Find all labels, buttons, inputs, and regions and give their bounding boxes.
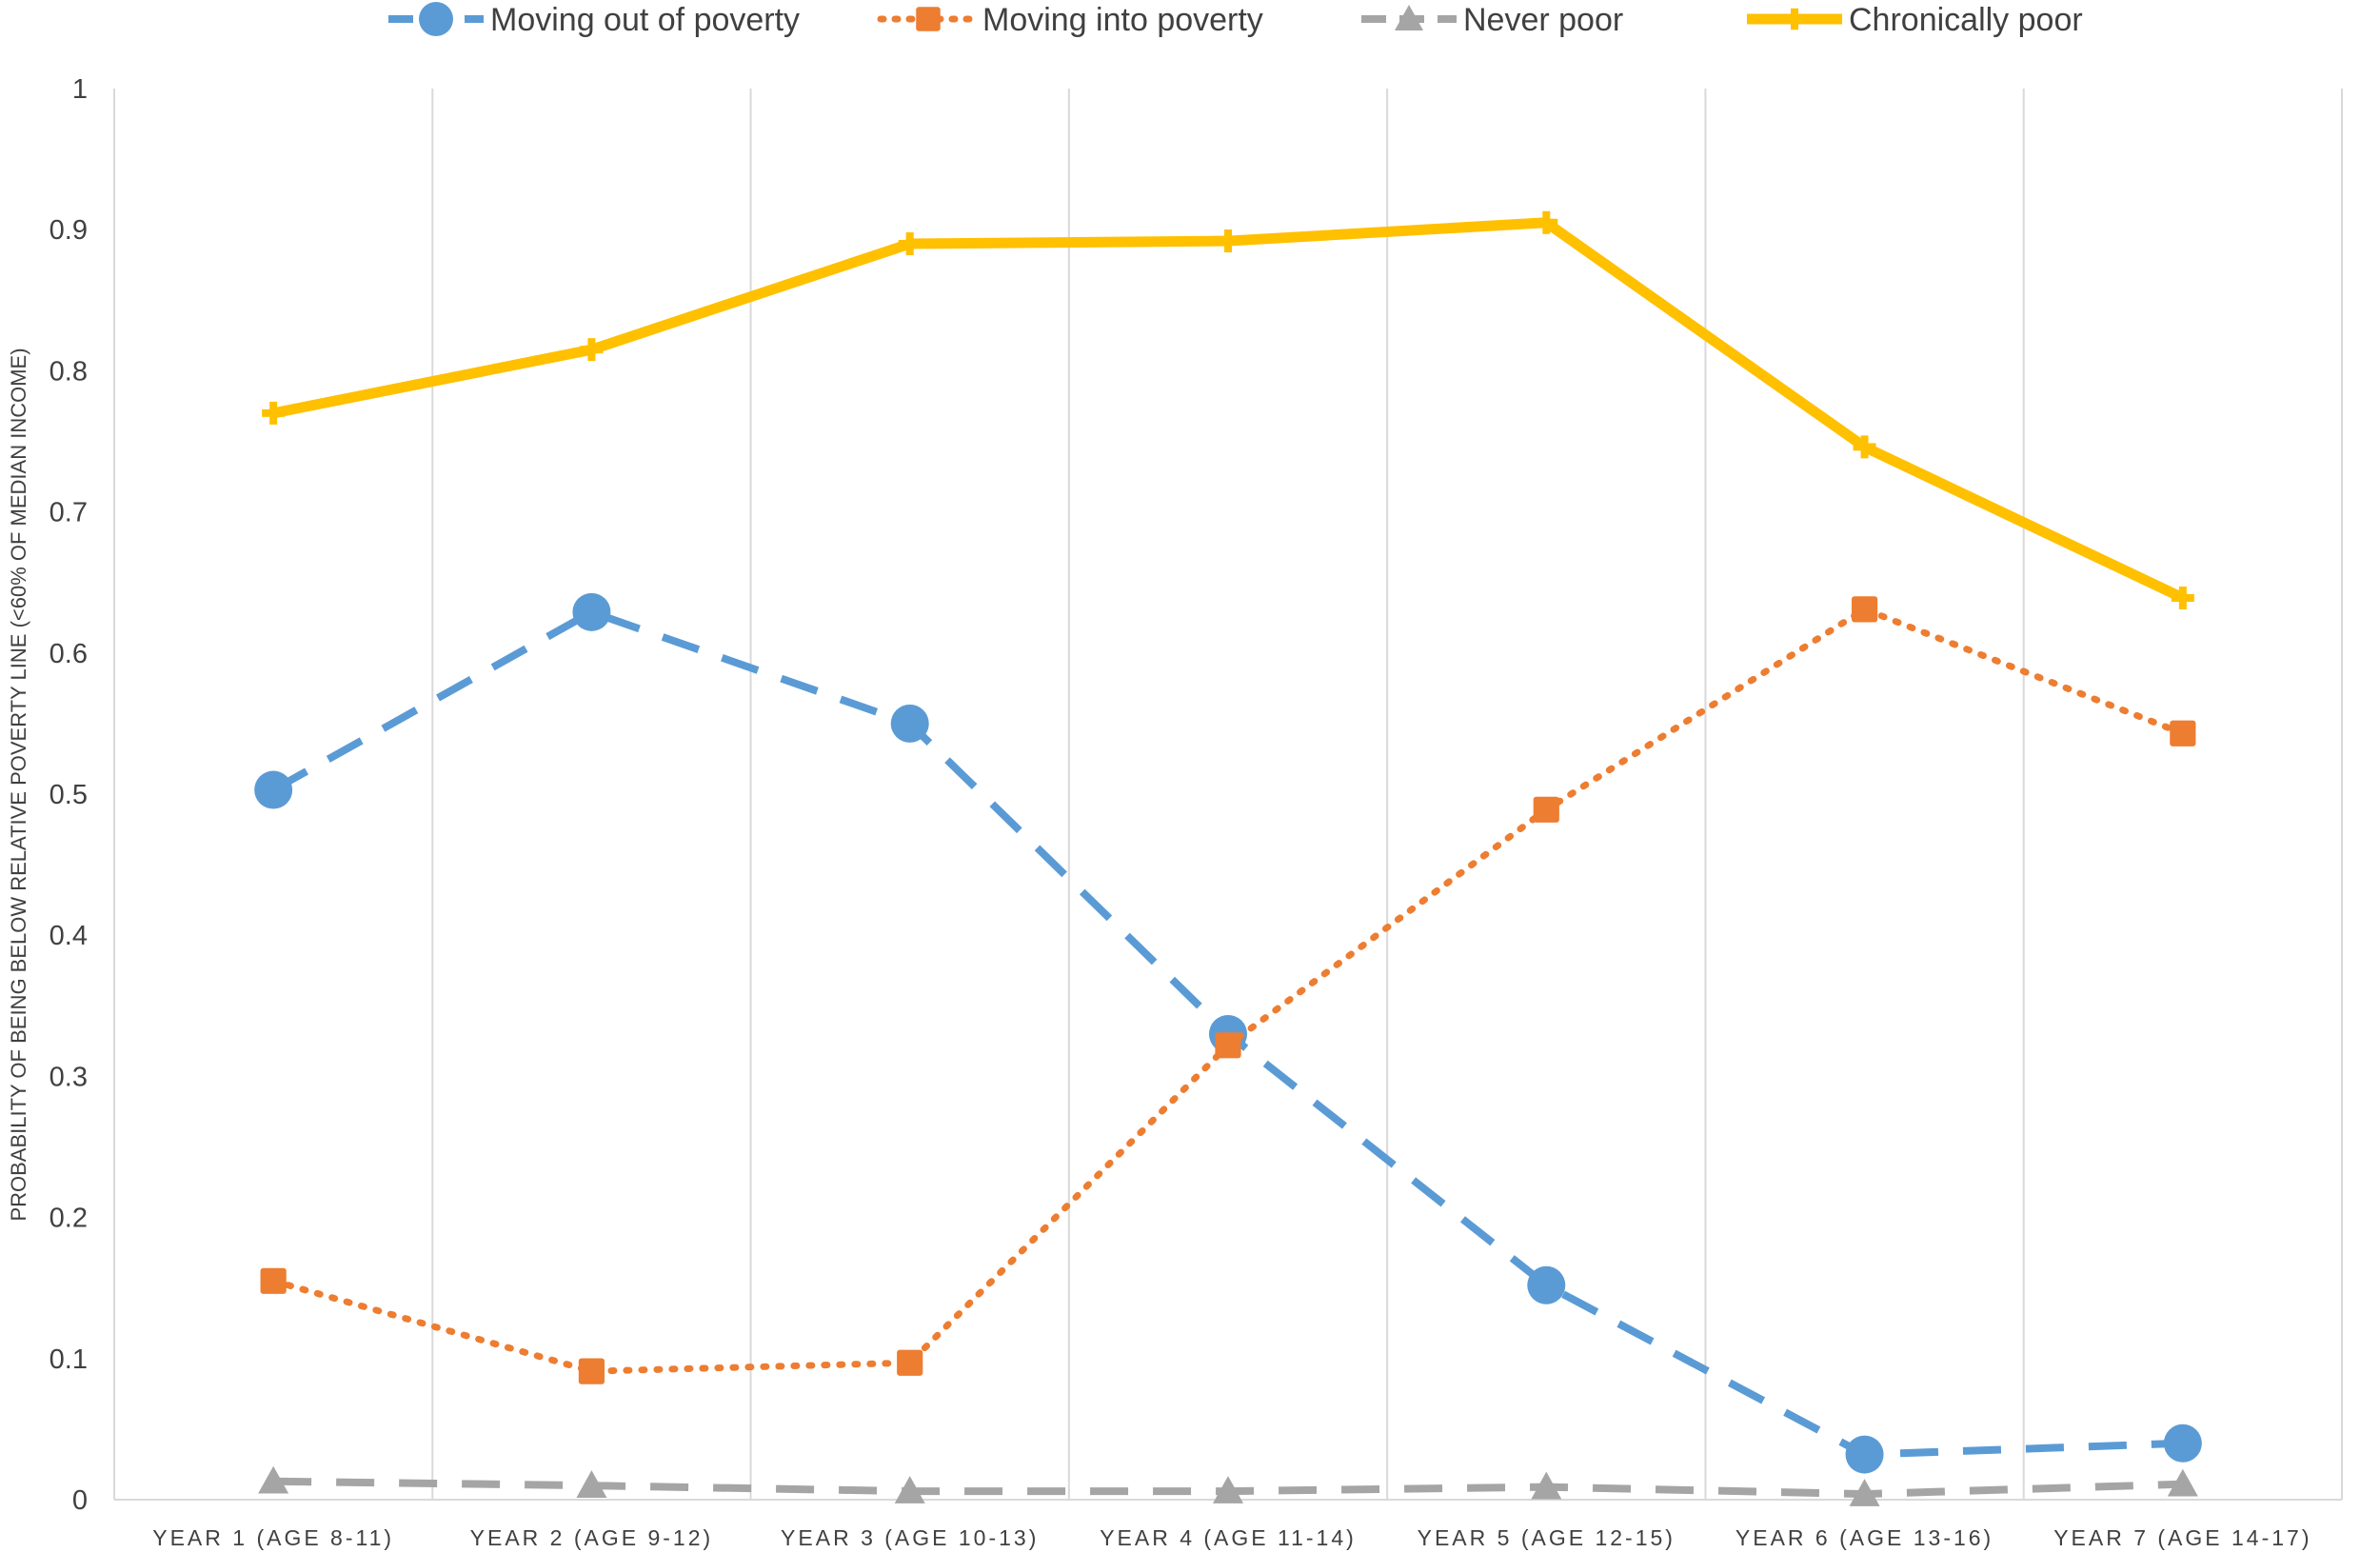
data-point-chronically-poor xyxy=(1853,435,1876,459)
legend-item-moving-out-of-poverty: Moving out of poverty xyxy=(388,2,800,38)
data-point-moving-into-poverty xyxy=(897,1349,923,1376)
x-tick-label: YEAR 4 (AGE 11-14) xyxy=(1100,1525,1357,1550)
legend-label: Moving into poverty xyxy=(982,2,1263,38)
legend-item-never-poor: Never poor xyxy=(1361,2,1623,38)
x-tick-label: YEAR 2 (AGE 9-12) xyxy=(470,1525,714,1550)
data-point-chronically-poor xyxy=(2171,587,2194,610)
y-tick-label: 0.6 xyxy=(50,639,88,669)
data-point-never-poor xyxy=(1531,1471,1562,1500)
legend-marker xyxy=(1783,8,1806,30)
data-point-never-poor xyxy=(576,1470,607,1498)
data-point-moving-out-of-poverty xyxy=(890,704,929,743)
x-tick-label: YEAR 6 (AGE 13-16) xyxy=(1735,1525,1993,1550)
y-tick-label: 0.2 xyxy=(50,1204,88,1234)
legend-item-moving-into-poverty: Moving into poverty xyxy=(877,2,1263,38)
x-axis-ticks: YEAR 1 (AGE 8-11) YEAR 2 (AGE 9-12) YEAR 3… xyxy=(152,1525,2311,1550)
data-point-moving-out-of-poverty xyxy=(2163,1424,2202,1463)
data-point-moving-out-of-poverty xyxy=(254,770,293,809)
data-point-moving-out-of-poverty xyxy=(1845,1435,1884,1474)
legend-label: Never poor xyxy=(1463,2,1623,38)
y-axis-ticks: 0 0.1 0.2 0.3 0.4 0.5 0.6 0.7 0.8 0.9 1 xyxy=(50,74,88,1516)
legend-marker xyxy=(1395,5,1423,30)
legend: Moving out of poverty Moving into poverty… xyxy=(388,2,2083,38)
data-point-moving-into-poverty xyxy=(578,1358,605,1384)
data-point-chronically-poor xyxy=(1535,210,1558,234)
data-point-chronically-poor xyxy=(580,338,604,362)
x-tick-label: YEAR 5 (AGE 12-15) xyxy=(1418,1525,1676,1550)
data-point-moving-into-poverty xyxy=(260,1267,287,1294)
y-tick-label: 0.8 xyxy=(50,356,88,387)
series-line-moving-into-poverty xyxy=(269,606,2187,1375)
series-moving-into-poverty xyxy=(260,596,2196,1384)
series-line-chronically-poor xyxy=(272,217,2186,603)
data-point-moving-out-of-poverty xyxy=(572,592,611,631)
data-point-moving-into-poverty xyxy=(2170,720,2196,747)
y-tick-label: 0.3 xyxy=(50,1062,88,1092)
x-tick-label: YEAR 7 (AGE 14-17) xyxy=(2053,1525,2311,1550)
y-tick-label: 1 xyxy=(72,74,88,105)
y-axis-title: PROBABILITY OF BEING BELOW RELATIVE POVE… xyxy=(7,348,30,1221)
data-point-never-poor xyxy=(2167,1468,2198,1497)
data-point-chronically-poor xyxy=(1217,229,1240,253)
data-point-chronically-poor xyxy=(262,401,286,425)
data-point-moving-out-of-poverty xyxy=(1527,1265,1566,1304)
y-tick-label: 0.1 xyxy=(50,1344,88,1375)
data-point-never-poor xyxy=(894,1476,925,1503)
y-tick-label: 0.7 xyxy=(50,498,88,528)
y-tick-label: 0 xyxy=(72,1485,88,1516)
data-point-never-poor xyxy=(258,1465,289,1494)
series-chronically-poor xyxy=(262,210,2194,610)
legend-label: Moving out of poverty xyxy=(490,2,800,38)
data-point-moving-into-poverty xyxy=(1215,1032,1241,1059)
x-tick-label: YEAR 3 (AGE 10-13) xyxy=(781,1525,1039,1550)
y-tick-label: 0.5 xyxy=(50,780,88,810)
data-point-never-poor xyxy=(1849,1479,1880,1506)
y-tick-label: 0.4 xyxy=(50,921,88,951)
data-point-never-poor xyxy=(1213,1476,1243,1503)
data-point-chronically-poor xyxy=(898,232,922,256)
data-point-moving-into-poverty xyxy=(1533,796,1559,823)
grid-lines xyxy=(113,89,2343,1501)
x-tick-label: YEAR 1 (AGE 8-11) xyxy=(152,1525,394,1550)
legend-label: Chronically poor xyxy=(1849,2,2083,38)
legend-marker xyxy=(916,7,941,31)
legend-marker xyxy=(419,2,453,36)
series-group xyxy=(254,210,2202,1506)
data-point-moving-into-poverty xyxy=(1851,596,1878,623)
legend-item-chronically-poor: Chronically poor xyxy=(1747,2,2083,38)
y-tick-label: 0.9 xyxy=(50,215,88,246)
series-never-poor xyxy=(258,1465,2198,1506)
